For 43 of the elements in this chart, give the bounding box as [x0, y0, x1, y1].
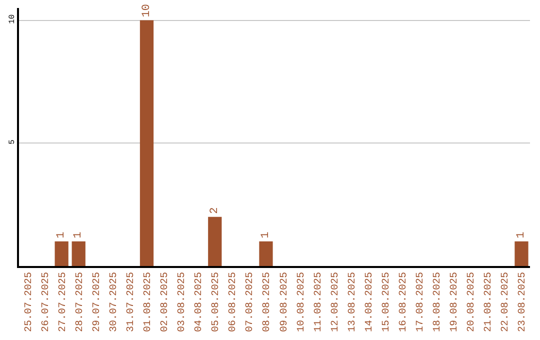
y-tick-label: 5 [8, 139, 17, 144]
x-tick-label: 15.08.2025 [381, 272, 392, 332]
data-label: 1 [56, 231, 68, 238]
x-tick-label: 27.07.2025 [58, 272, 69, 332]
data-label: 1 [260, 231, 272, 238]
x-tick-label: 19.08.2025 [450, 272, 461, 332]
x-tick-label: 21.08.2025 [484, 272, 495, 332]
x-tick-label: 11.08.2025 [313, 272, 324, 332]
x-tick-label: 07.08.2025 [245, 272, 256, 332]
x-tick-label: 14.08.2025 [364, 272, 376, 332]
x-tick-label: 22.08.2025 [500, 272, 512, 332]
x-tick-label: 06.08.2025 [228, 272, 240, 332]
x-tick-label: 01.08.2025 [143, 272, 154, 332]
x-tick-label: 03.08.2025 [177, 272, 188, 332]
x-tick-label: 20.08.2025 [466, 272, 478, 332]
bar [72, 241, 86, 266]
x-tick-label: 12.08.2025 [330, 272, 342, 332]
x-tick-label: 10.08.2025 [296, 272, 308, 332]
x-tick-label: 16.08.2025 [398, 272, 410, 332]
x-tick-label: 04.08.2025 [194, 272, 206, 332]
x-tick-label: 26.07.2025 [40, 272, 52, 332]
x-tick-label: 08.08.2025 [262, 272, 274, 332]
bar [208, 216, 222, 266]
bar [514, 241, 528, 266]
x-tick-label: 25.07.2025 [24, 272, 35, 332]
bar [259, 241, 273, 266]
x-tick-label: 02.08.2025 [160, 272, 172, 332]
data-label: 10 [140, 4, 153, 18]
x-tick-label: 31.07.2025 [126, 272, 137, 332]
bar [140, 20, 154, 266]
x-tick-label: 23.08.2025 [518, 272, 529, 332]
x-tick-label: 29.07.2025 [92, 272, 103, 332]
x-tick-label: 30.07.2025 [108, 272, 120, 332]
x-tick-label: 13.08.2025 [347, 272, 358, 332]
data-label: 1 [515, 231, 528, 238]
x-tick-label: 09.08.2025 [279, 272, 290, 332]
x-tick-label: 05.08.2025 [211, 272, 222, 332]
data-label: 1 [72, 231, 85, 238]
data-label: 2 [208, 207, 221, 214]
x-tick-label: 28.07.2025 [74, 272, 86, 332]
x-tick-label: 17.08.2025 [416, 272, 427, 332]
bar [54, 241, 68, 266]
x-tick-label: 18.08.2025 [432, 272, 444, 332]
